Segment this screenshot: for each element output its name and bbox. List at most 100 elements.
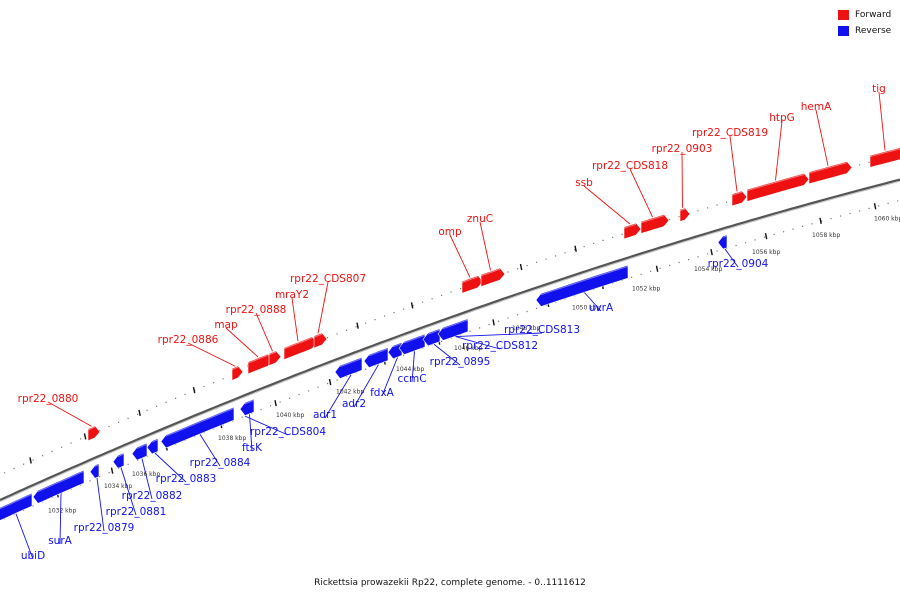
gene-rpr22-0904-highlight (722, 235, 728, 238)
gene-tig-leader (878, 91, 886, 151)
tick-label: 1054 kbp (694, 266, 722, 273)
track-dot (441, 294, 443, 296)
gene-adr1[interactable] (334, 356, 363, 379)
gene-mray2-leader (291, 297, 299, 342)
reverse-major-tick (873, 203, 877, 210)
gene-rpr22-0886-leader (187, 342, 236, 367)
gene-adr2-leader (353, 364, 379, 408)
gene-hema-highlight (808, 162, 848, 174)
track-dot (184, 393, 186, 395)
gene-rpr22-0880[interactable] (87, 425, 101, 442)
track-dot (792, 228, 794, 230)
track-dot (4, 518, 6, 520)
track-dot (156, 451, 158, 453)
tick-label: 1032 kbp (48, 507, 76, 514)
gene-rpr22-0886[interactable] (231, 365, 244, 381)
legend-forward-label: Forward (855, 10, 892, 20)
gene-ftsk-leader (249, 414, 253, 452)
gene-znuc[interactable] (480, 267, 506, 288)
gene-tig-label: tig (872, 83, 886, 95)
gene-ccmc-label: ccmC (397, 373, 426, 385)
gene-mray2[interactable] (283, 336, 318, 361)
track-dot (450, 291, 452, 293)
gene-rpr22-cds804-label: rpr22_CDS804 (250, 426, 326, 438)
gene-hema-leader (815, 109, 829, 166)
tick-label: 1050 kbp (572, 305, 600, 312)
track-dot (99, 430, 101, 432)
gene-sura[interactable] (32, 469, 85, 504)
track-dot (526, 310, 528, 313)
gene-fdxa[interactable] (387, 341, 403, 360)
track-dot (507, 271, 509, 273)
gene-hema[interactable] (808, 161, 853, 185)
track-dot (336, 333, 338, 335)
track-dot (811, 223, 813, 225)
gene-rpr22-0881[interactable] (112, 452, 125, 469)
gene-rpr22-0895[interactable] (422, 328, 441, 347)
gene-ccmc[interactable] (398, 333, 426, 355)
track-dot (42, 455, 44, 457)
gene-uvra-label: uvrA (589, 302, 614, 314)
reverse-major-tick (110, 467, 114, 474)
gene-rpr22-0888[interactable] (268, 350, 282, 367)
gene-rpr22-0904[interactable] (717, 234, 728, 250)
track-dot (830, 217, 832, 220)
gene-ubid-label: ubiD (21, 550, 45, 562)
gene-mray2-label: mraY2 (275, 289, 309, 301)
gene-rpr22-cds807-label: rpr22_CDS807 (290, 273, 366, 285)
track-dot (878, 205, 880, 207)
gene-znuc-label: znuC (467, 213, 493, 225)
gene-rpr22-0882-leader (141, 458, 153, 500)
track-dot (517, 314, 519, 316)
gene-ssb[interactable] (623, 222, 642, 240)
gene-rpr22-0883[interactable] (146, 437, 159, 455)
gene-rpr22-0884-leader (199, 434, 221, 467)
track-dot (222, 424, 224, 426)
gene-rpr22-cds819[interactable] (731, 190, 748, 207)
tick-label: 1042 kbp (336, 389, 364, 396)
track-dot (175, 397, 177, 399)
gene-omp-highlight (461, 276, 479, 283)
track-dot (279, 401, 281, 403)
gene-adr2[interactable] (363, 347, 389, 368)
gene-rpr22-0884[interactable] (160, 406, 235, 449)
track-dot (555, 255, 557, 257)
track-dot (545, 258, 547, 260)
gene-ftsk[interactable] (239, 398, 255, 416)
legend-reverse: Reverse (838, 24, 891, 38)
gene-omp[interactable] (461, 275, 484, 294)
track-dot (146, 455, 148, 457)
gene-htpg-label: htpG (769, 112, 795, 124)
track-dot (593, 288, 595, 291)
legend-reverse-label: Reverse (855, 26, 892, 36)
gene-htpg[interactable] (746, 172, 810, 202)
gene-rpr22-0881-leader (120, 467, 137, 516)
forward-track (4, 154, 899, 474)
gene-rpr22-0903[interactable] (679, 207, 691, 222)
gene-rpr22-0895-highlight (427, 329, 441, 335)
track-dot (365, 322, 367, 324)
gene-fdxa-leader (381, 357, 398, 397)
gene-rpr22-0879[interactable] (89, 463, 100, 479)
track-dot (726, 201, 728, 203)
track-dot (431, 298, 433, 300)
track-dot (441, 340, 443, 342)
gene-rpr22-cds807[interactable] (313, 332, 328, 349)
reverse-major-tick (328, 378, 332, 386)
track-dot (346, 329, 348, 331)
gene-ubid[interactable] (0, 492, 33, 521)
track-dot (707, 253, 709, 255)
gene-rpr22-0882[interactable] (131, 442, 148, 461)
axis-line-shadow (0, 181, 900, 503)
gene-rpr22-cds818[interactable] (640, 214, 670, 234)
gene-uvra[interactable] (535, 264, 629, 307)
gene-tig[interactable] (869, 147, 900, 168)
track-dot (203, 385, 205, 388)
track-dot (631, 276, 633, 278)
gene-rpr22-cds812[interactable] (437, 318, 469, 341)
gene-omp-label: omp (438, 226, 462, 238)
reverse-major-tick (274, 400, 277, 407)
track-dot (70, 442, 72, 444)
forward-major-tick (192, 386, 196, 394)
track-dot (840, 215, 842, 217)
